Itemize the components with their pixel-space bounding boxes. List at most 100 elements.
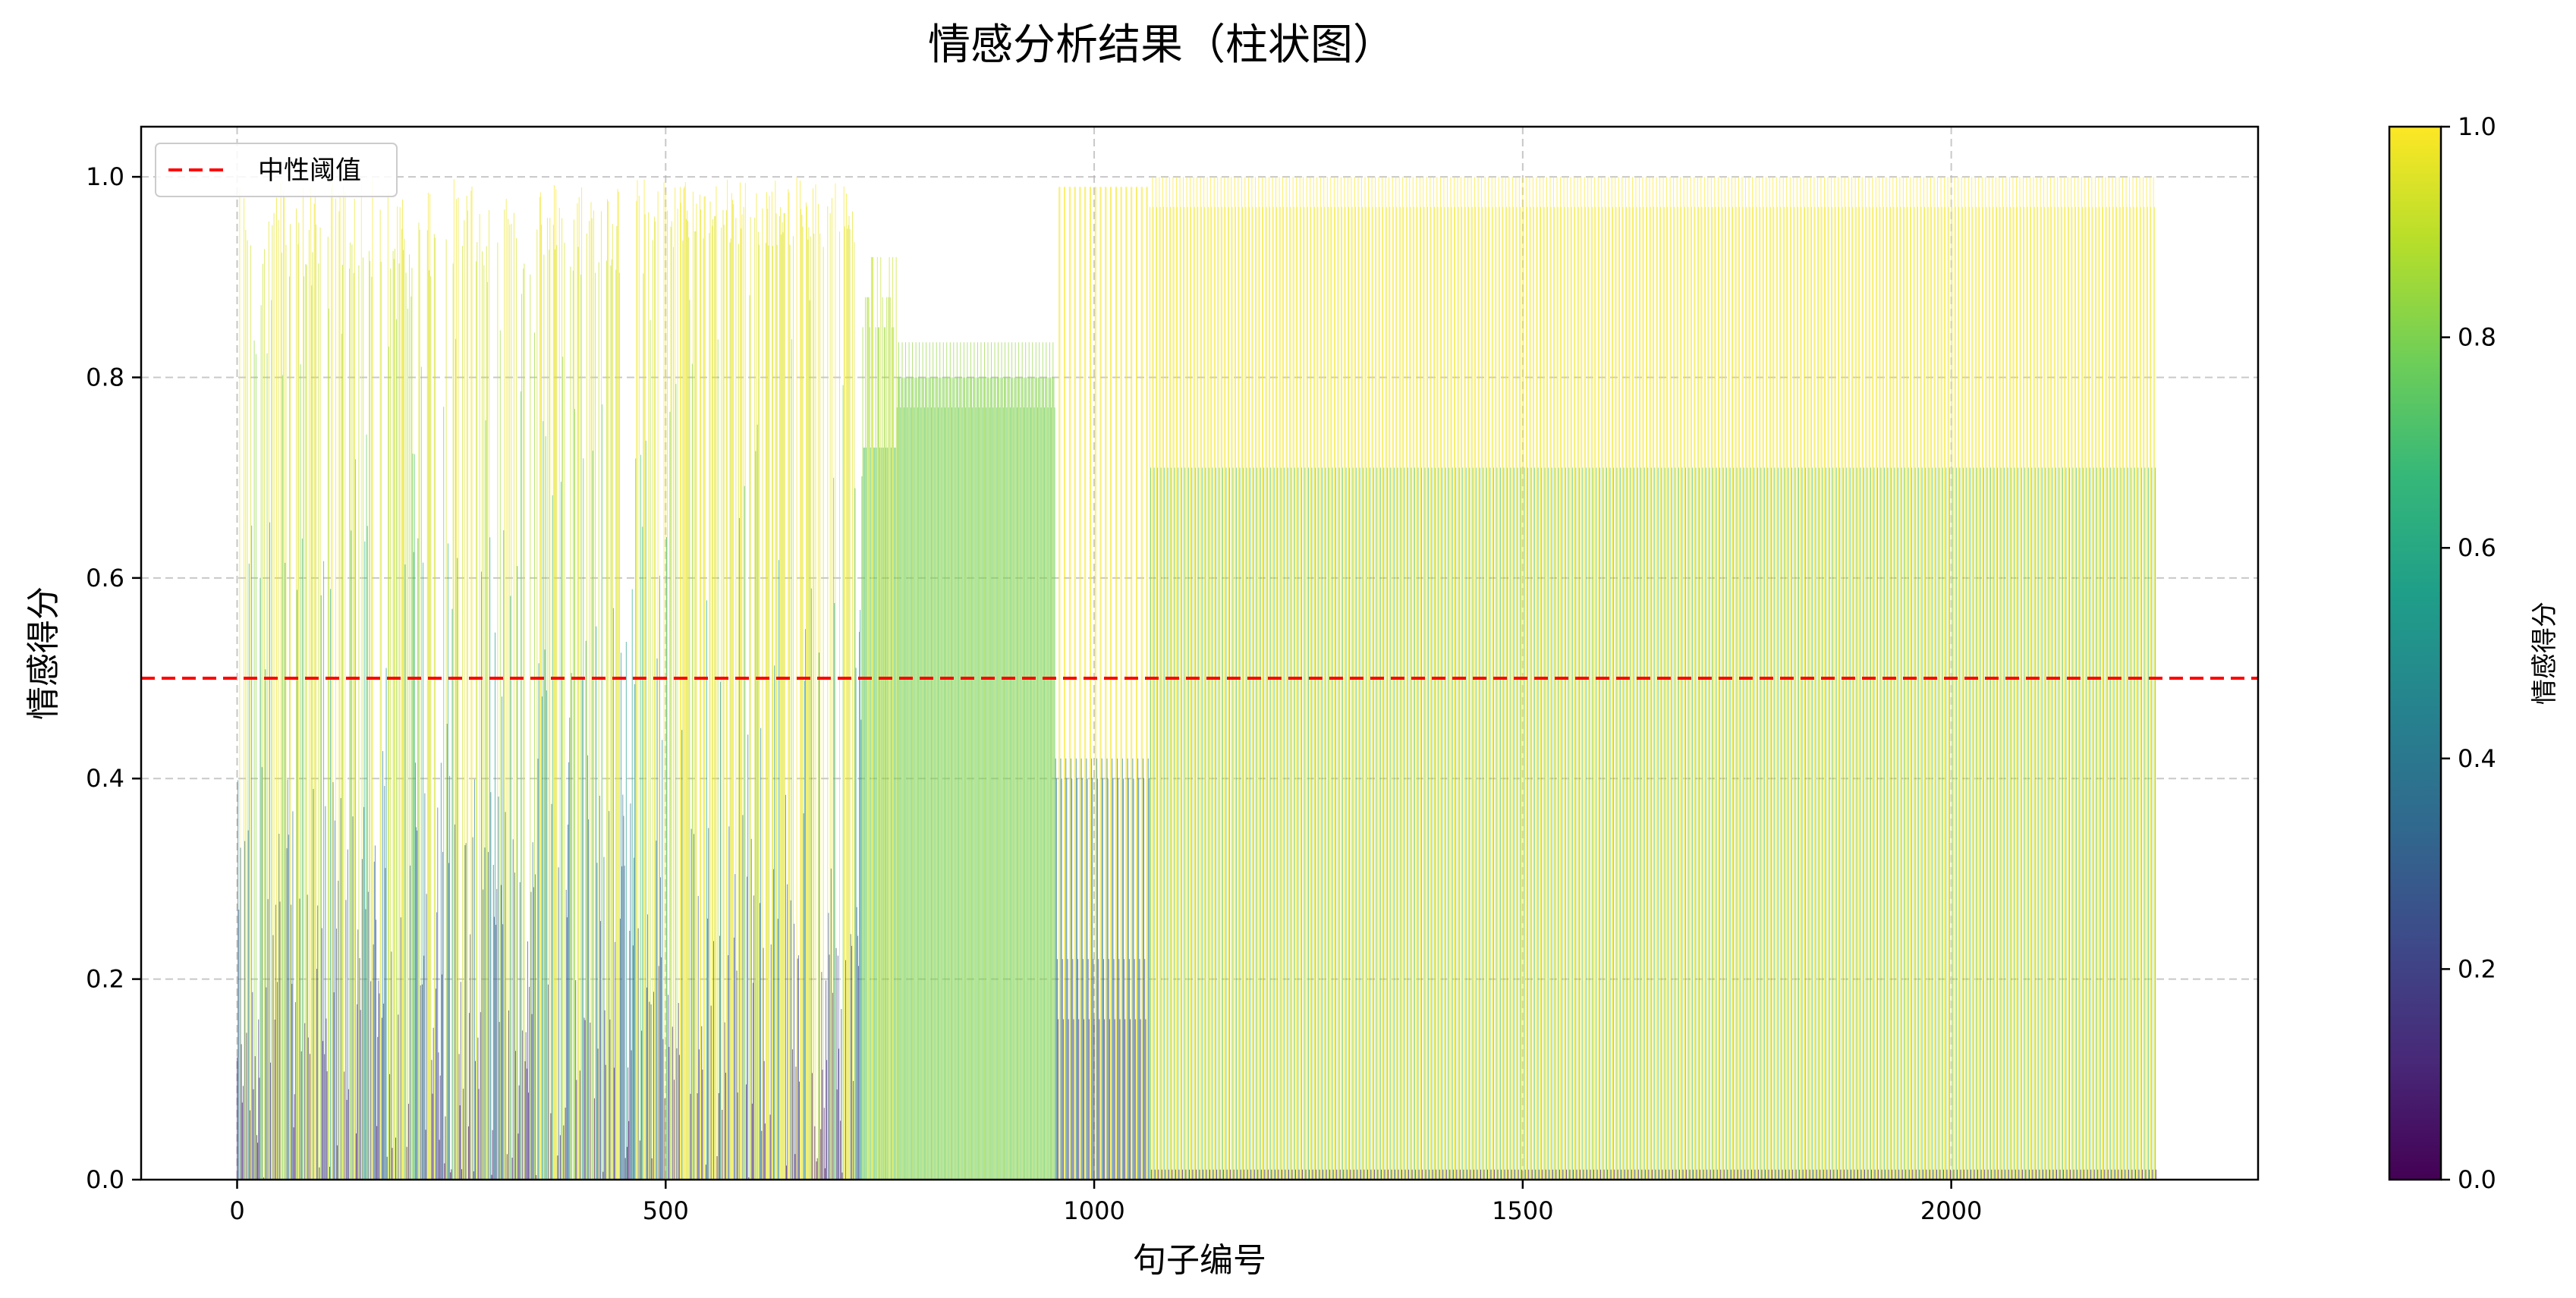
bar bbox=[2037, 206, 2039, 1180]
bar bbox=[2096, 467, 2098, 1180]
bar bbox=[945, 377, 947, 1180]
bar bbox=[874, 448, 876, 1180]
bar bbox=[599, 795, 600, 1180]
bar bbox=[553, 185, 555, 1180]
bar bbox=[1345, 206, 1346, 1180]
bar bbox=[339, 194, 341, 1180]
bar bbox=[848, 215, 850, 1180]
bar bbox=[929, 342, 930, 1180]
bar bbox=[308, 230, 310, 1180]
bar bbox=[1117, 758, 1118, 1180]
bar bbox=[1612, 206, 1613, 1180]
bar bbox=[476, 261, 477, 1180]
bar bbox=[331, 187, 332, 1180]
bar bbox=[1590, 1169, 1591, 1180]
bar bbox=[967, 377, 969, 1180]
bar bbox=[376, 1126, 378, 1180]
bar bbox=[352, 816, 354, 1180]
bar bbox=[1989, 206, 1990, 1180]
bar bbox=[1684, 206, 1685, 1180]
bar bbox=[571, 673, 572, 1180]
bar bbox=[1426, 177, 1427, 1180]
bar bbox=[1600, 1169, 1602, 1180]
bar bbox=[1343, 1169, 1345, 1180]
bar bbox=[787, 884, 788, 1180]
bar bbox=[1798, 467, 1800, 1180]
bar bbox=[872, 256, 873, 1180]
bar bbox=[1159, 206, 1161, 1180]
bar bbox=[656, 658, 658, 1180]
bar bbox=[329, 1167, 330, 1180]
bar bbox=[1404, 1169, 1406, 1180]
bar bbox=[607, 199, 608, 1180]
bar bbox=[584, 1020, 586, 1180]
bar bbox=[2093, 1169, 2095, 1180]
bar bbox=[2068, 206, 2069, 1180]
bar bbox=[2109, 206, 2111, 1180]
bar bbox=[1657, 467, 1659, 1180]
bar bbox=[558, 867, 559, 1180]
bar bbox=[524, 1061, 526, 1180]
bar bbox=[1441, 206, 1442, 1180]
bar bbox=[2072, 467, 2074, 1180]
bar bbox=[345, 900, 347, 1180]
bar bbox=[2123, 206, 2125, 1180]
bar bbox=[1237, 1169, 1238, 1180]
bar bbox=[896, 407, 898, 1180]
colorbar: 0.00.20.40.60.81.0 情感得分 bbox=[2388, 112, 2560, 1194]
bar bbox=[674, 1080, 675, 1180]
bar bbox=[350, 242, 351, 1180]
bar bbox=[1981, 177, 1983, 1180]
bar bbox=[989, 377, 991, 1180]
bar bbox=[697, 895, 699, 1180]
bar bbox=[669, 411, 671, 1180]
bar bbox=[1123, 778, 1124, 1180]
bar bbox=[1763, 467, 1765, 1180]
bar bbox=[1701, 206, 1703, 1180]
bar bbox=[284, 196, 285, 1180]
bar bbox=[2150, 206, 2152, 1180]
bar bbox=[1131, 187, 1133, 1180]
bar bbox=[1991, 1169, 1993, 1180]
bar bbox=[1734, 1169, 1735, 1180]
bar bbox=[763, 1061, 765, 1180]
bar bbox=[426, 230, 428, 1180]
bar bbox=[964, 377, 965, 1180]
bar bbox=[1571, 206, 1572, 1180]
bar bbox=[341, 333, 342, 1180]
bar bbox=[258, 1019, 259, 1180]
bar bbox=[1679, 1169, 1680, 1180]
bar bbox=[2153, 206, 2155, 1180]
bar bbox=[250, 245, 252, 1180]
bar bbox=[1000, 377, 1002, 1180]
bar bbox=[979, 407, 980, 1180]
bar bbox=[1949, 467, 1950, 1180]
bar bbox=[1269, 206, 1271, 1180]
bar bbox=[876, 448, 877, 1180]
bar bbox=[1019, 377, 1021, 1180]
bar bbox=[883, 327, 885, 1180]
bar bbox=[1763, 206, 1764, 1180]
bar bbox=[1302, 1169, 1303, 1180]
bar bbox=[1028, 342, 1030, 1180]
bar bbox=[336, 929, 337, 1180]
bar bbox=[2087, 1169, 2088, 1180]
bar bbox=[587, 755, 588, 1180]
bar bbox=[769, 1114, 771, 1180]
bar bbox=[738, 244, 739, 1180]
bar bbox=[1434, 206, 1435, 1180]
x-tick-label: 500 bbox=[643, 1196, 689, 1225]
bar bbox=[506, 1154, 508, 1180]
bar bbox=[535, 874, 536, 1180]
bar bbox=[2125, 177, 2127, 1180]
bar bbox=[1036, 377, 1037, 1180]
bar bbox=[1544, 467, 1546, 1180]
bar bbox=[722, 209, 724, 1180]
bar bbox=[1428, 467, 1430, 1180]
bar bbox=[1986, 467, 1988, 1180]
bar bbox=[966, 377, 967, 1180]
bar bbox=[2151, 467, 2153, 1180]
bar bbox=[1955, 467, 1957, 1180]
colorbar-tick-label: 0.0 bbox=[2458, 1165, 2496, 1194]
bar bbox=[2015, 1169, 2016, 1180]
